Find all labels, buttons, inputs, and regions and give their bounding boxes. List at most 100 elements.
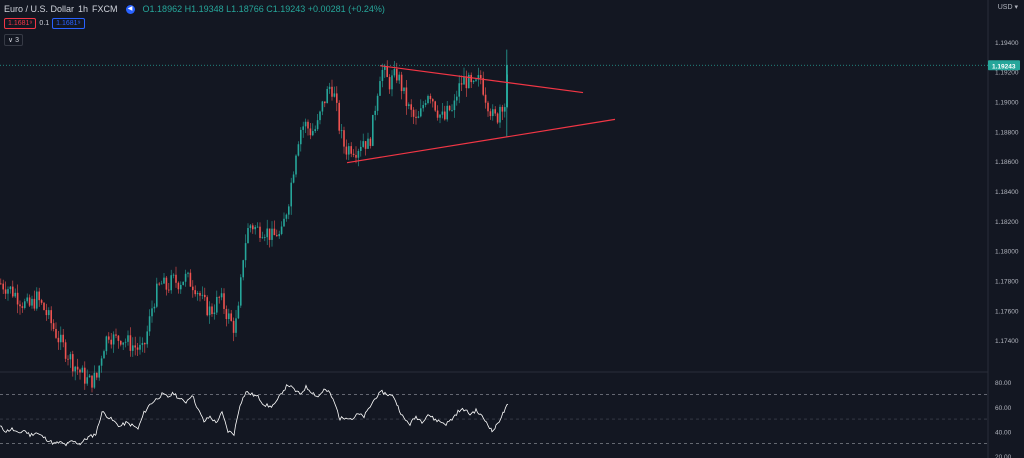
candle-body [168, 289, 170, 291]
candle-body [376, 95, 379, 111]
ohlc-readout: O1.18962 H1.19348 L1.18766 C1.19243 +0.0… [143, 4, 385, 14]
candle-body [151, 308, 153, 317]
candle-body [487, 102, 489, 112]
candle-body [499, 106, 501, 123]
candle-body [244, 243, 247, 261]
candle-body [396, 68, 398, 81]
candle-body [228, 313, 230, 320]
candle-body [292, 174, 295, 183]
candle-body [110, 339, 112, 345]
candle-body [256, 226, 259, 228]
candle-body [388, 77, 391, 90]
currency-label: USD [997, 4, 1013, 11]
chevron-down-icon: ∨ [8, 37, 14, 44]
candle-body [216, 296, 218, 313]
candle-body [482, 78, 484, 95]
candle-body [340, 130, 343, 131]
candle-body [247, 228, 249, 244]
candle-body [196, 292, 199, 295]
triangle-trendlines[interactable] [346, 65, 616, 164]
candle-body [124, 341, 127, 343]
candle-body [276, 235, 278, 237]
candle-body [412, 109, 415, 117]
candle-body [463, 76, 465, 85]
candle-body [458, 83, 460, 97]
candle-body [343, 130, 345, 147]
candle-body [172, 274, 175, 276]
price-tick-label: 1.18000 [995, 249, 1019, 256]
candle-body [338, 102, 340, 131]
candle-body [328, 86, 331, 89]
currency-selector[interactable]: USD ▾ [998, 3, 1018, 11]
candle-body [88, 375, 91, 378]
candle-body [506, 65, 508, 108]
low-value: L1.18766 [226, 4, 264, 14]
candle-body [398, 74, 400, 81]
candle-body [405, 87, 408, 107]
candle-body [417, 116, 420, 118]
candle-body [153, 306, 156, 309]
sell-button[interactable]: 1.1681⁹ [4, 18, 37, 29]
candle-body [333, 93, 336, 97]
candle-body [55, 328, 57, 338]
candle-body [93, 372, 96, 388]
candle-body [465, 76, 468, 89]
candle-body [201, 294, 204, 296]
symbol-name[interactable]: Euro / U.S. Dollar [4, 4, 75, 14]
candle-body [280, 226, 283, 235]
candle-body [180, 284, 182, 290]
candle-body [480, 75, 482, 79]
candle-body [19, 304, 21, 307]
candle-body [139, 344, 141, 350]
candle-body [410, 104, 412, 110]
candle-body [24, 301, 26, 308]
price-tick-label: 1.17600 [995, 308, 1019, 315]
candle-body [100, 358, 103, 366]
candle-body [319, 111, 321, 121]
candle-body [439, 114, 441, 118]
candle-body [21, 306, 24, 308]
price-tick-label: 1.18600 [995, 159, 1019, 166]
candle-body [182, 281, 184, 285]
rsi-line [0, 384, 509, 447]
candle-body [132, 345, 134, 351]
candle-body [288, 206, 290, 215]
candle-body [4, 289, 7, 294]
candle-body [290, 182, 292, 207]
candle-body [237, 305, 240, 319]
candle-body [120, 340, 122, 345]
candle-body [98, 365, 100, 378]
candle-body [453, 100, 456, 111]
candle-body [213, 312, 216, 315]
spread-label: 0.1 [39, 20, 50, 27]
candle-body [43, 302, 45, 311]
candle-body [14, 292, 16, 297]
indicators-toggle[interactable]: ∨ 3 [4, 34, 23, 46]
candle-body [103, 351, 105, 359]
price-tick-label: 1.18400 [995, 189, 1019, 196]
candle-body [268, 228, 271, 240]
grid-lines [0, 0, 989, 458]
candle-body [446, 105, 448, 120]
price-tick-label: 1.19400 [995, 40, 1019, 47]
rewind-icon[interactable]: ◀ [125, 4, 135, 14]
candle-body [108, 336, 110, 340]
candle-body [364, 141, 367, 149]
trendline-lower [346, 118, 616, 164]
candle-body [314, 129, 316, 132]
candle-body [160, 283, 163, 285]
candle-body [451, 110, 453, 111]
candle-body [50, 310, 52, 324]
buy-button[interactable]: 1.1681⁹ [52, 18, 85, 29]
price-axis[interactable]: 1.19400 1.19200 1.19000 1.18800 1.18600 1.184… [0, 40, 1020, 345]
candle-body [38, 291, 40, 301]
candle-body [489, 111, 492, 117]
candle-body [170, 275, 172, 291]
high-value: H1.19348 [184, 4, 224, 14]
candle-body [7, 289, 9, 294]
price-tick-label: 1.19000 [995, 100, 1019, 107]
change-value: +0.00281 (+0.24%) [307, 4, 385, 14]
interval-label[interactable]: 1h [78, 4, 89, 14]
candle-body [26, 297, 28, 302]
